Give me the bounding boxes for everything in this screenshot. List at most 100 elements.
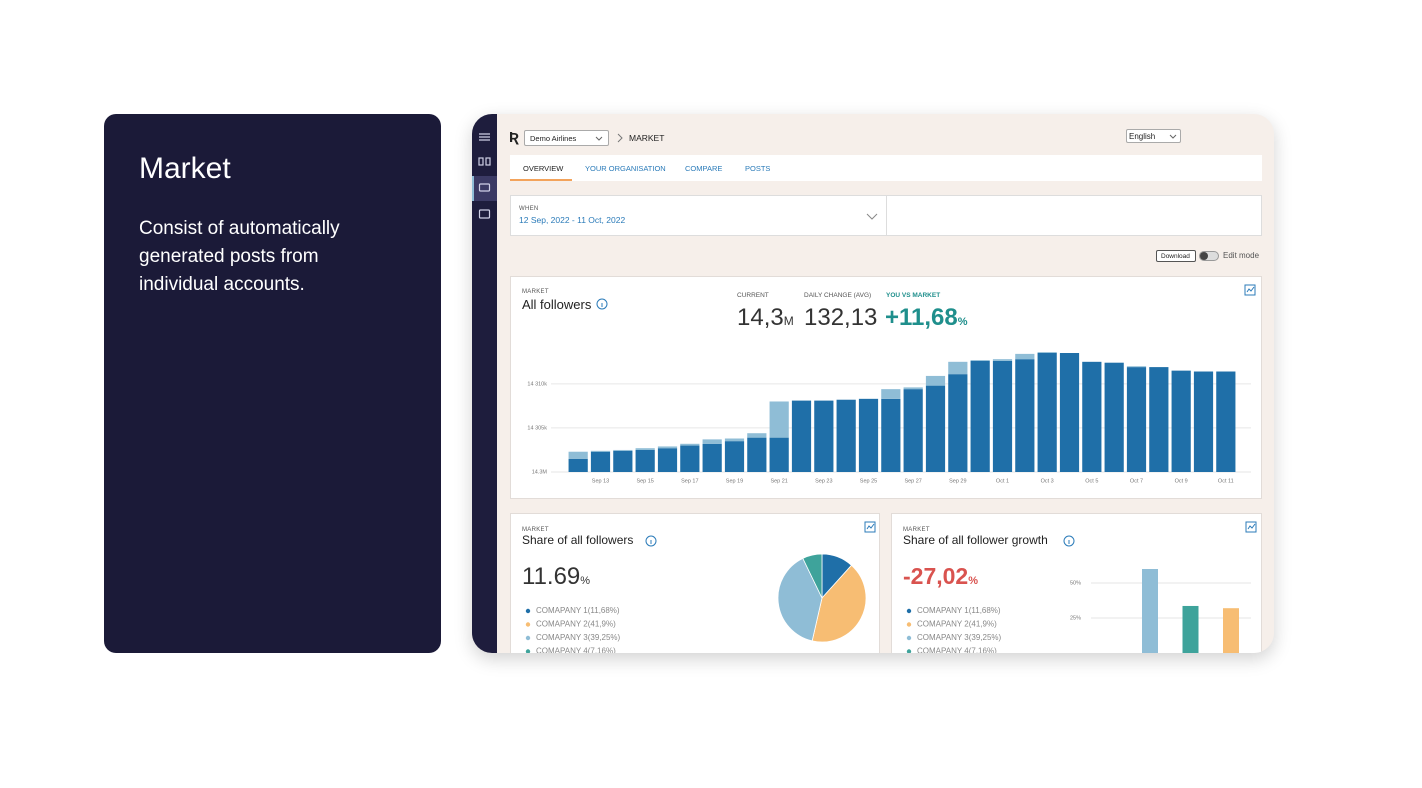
kicker: MARKET (522, 527, 549, 533)
bar-segment (925, 375, 946, 386)
bar (769, 437, 789, 472)
growth-chart: 25% 50% COMAPANY 1(11,68%) COMAPANY 2(41,9%… (906, 569, 1251, 653)
y-tick-label: 14 310k (527, 381, 547, 387)
legend-dot (906, 608, 912, 614)
x-tick-label: Sep 15 (636, 478, 653, 484)
bar (1126, 367, 1147, 472)
legend-label: COMAPANY 3(39,25%) (536, 633, 621, 642)
x-tick-label: Oct 11 (1218, 478, 1234, 484)
stat-number: 14,3 (737, 304, 784, 331)
bar-segment (903, 387, 923, 390)
tab[interactable]: POSTS (745, 164, 771, 173)
stat-value: +11,68% (885, 304, 968, 332)
bar (903, 389, 923, 472)
x-tick-label: Oct 5 (1085, 478, 1098, 484)
info-icon[interactable] (1063, 535, 1075, 547)
legend-dot (906, 649, 912, 653)
sidebar-active[interactable] (472, 176, 497, 201)
download-button[interactable]: Download (1156, 250, 1196, 262)
card-title: Share of all follower growth (903, 533, 1048, 547)
bar-segment (702, 439, 722, 444)
card-title: Share of all followers (522, 533, 634, 547)
bar (1193, 371, 1214, 472)
bar-segment (635, 448, 655, 450)
bar (680, 445, 700, 472)
y-tick-label: 14 305k (527, 425, 547, 431)
x-tick-label: Sep 23 (815, 478, 832, 484)
tab[interactable]: YOUR ORGANISATION (585, 164, 666, 173)
legend-label: COMAPANY 4(7,16%) (536, 647, 616, 653)
logo: Ʀ (509, 129, 520, 146)
y-tick-label: 14.3M (532, 469, 548, 475)
x-tick-label: Sep 17 (681, 478, 698, 484)
info-icon[interactable] (645, 535, 657, 547)
toggle-knob (1200, 252, 1208, 260)
x-tick-label: Sep 27 (904, 478, 921, 484)
bar-segment (724, 438, 745, 442)
stat-value: 132,13 (804, 304, 878, 331)
app-screenshot: Ʀ Demo Airlines MARKET English OVERVIEW … (472, 114, 1274, 653)
bar-segment (613, 449, 633, 451)
bar (791, 400, 812, 472)
x-tick-label: Sep 29 (949, 478, 966, 484)
intro-card (104, 114, 441, 653)
x-tick-label: Oct 3 (1041, 478, 1054, 484)
legend-label: COMAPANY 2(41,9%) (536, 620, 616, 629)
growth-unit: % (968, 575, 978, 587)
bar (970, 360, 990, 472)
bar-segment (881, 389, 901, 399)
x-tick-label: Oct 7 (1130, 478, 1143, 484)
info-icon[interactable] (596, 298, 608, 310)
x-tick-label: Sep 21 (770, 478, 787, 484)
bar-segment (1126, 366, 1147, 368)
filter-label: WHEN (519, 206, 539, 212)
chart-icon[interactable] (1245, 521, 1257, 533)
bar-segment (747, 433, 767, 438)
bar (1216, 371, 1236, 472)
share-number: 11.69 (522, 563, 581, 590)
chart-icon[interactable] (864, 521, 876, 533)
bar (1223, 608, 1239, 653)
bar-segment (992, 359, 1013, 361)
card-title: All followers (522, 297, 592, 312)
date-filter[interactable]: WHEN 12 Sep, 2022 - 11 Oct, 2022 (510, 195, 1262, 236)
followers-card: MARKET All followers CURRENT 14,3M DAILY… (510, 276, 1262, 499)
followers-chart: 14.3M 14 305k 14 310k Sep 13 Sep 15 Sep 17 Sep… (527, 352, 1251, 484)
bar (568, 458, 588, 472)
tab[interactable]: COMPARE (685, 164, 723, 173)
stat-unit: % (957, 316, 968, 328)
x-tick-label: Oct 9 (1175, 478, 1188, 484)
kicker: MARKET (903, 527, 930, 533)
breadcrumb-arrow (617, 133, 623, 143)
tab-bar (510, 155, 1262, 181)
tab[interactable]: OVERVIEW (523, 164, 564, 173)
edit-mode-label: Edit mode (1223, 251, 1260, 260)
bar (657, 448, 678, 472)
y-tick-label: 25% (1070, 615, 1081, 621)
chart-icon[interactable] (1244, 284, 1256, 296)
legend-label: COMAPANY 1(11,68%) (536, 606, 620, 615)
x-tick-label: Oct 1 (996, 478, 1009, 484)
filter-value: 12 Sep, 2022 - 11 Oct, 2022 (519, 215, 626, 225)
growth-number: -27,02 (903, 563, 969, 589)
tab-underline (510, 179, 572, 181)
bar (702, 443, 722, 472)
bar (1104, 362, 1124, 472)
bar (1037, 353, 1057, 472)
account-select[interactable]: Demo Airlines (524, 130, 609, 146)
chevron (1169, 134, 1177, 139)
divider (886, 196, 887, 235)
stat-unit: M (783, 314, 794, 328)
share-card: MARKET Share of all followers 11.69% COM… (510, 513, 880, 653)
bar (1059, 353, 1080, 472)
legend-dot (906, 635, 912, 641)
bar-segment (970, 360, 990, 361)
language-select[interactable]: English (1126, 129, 1181, 143)
edit-toggle[interactable] (1199, 251, 1219, 261)
bar (1171, 370, 1191, 472)
legend-label: COMAPANY 4(7,16%) (917, 647, 997, 653)
bar-segment (657, 446, 678, 449)
chevron (866, 213, 878, 220)
pie-slice (802, 553, 823, 599)
bar (948, 374, 968, 472)
